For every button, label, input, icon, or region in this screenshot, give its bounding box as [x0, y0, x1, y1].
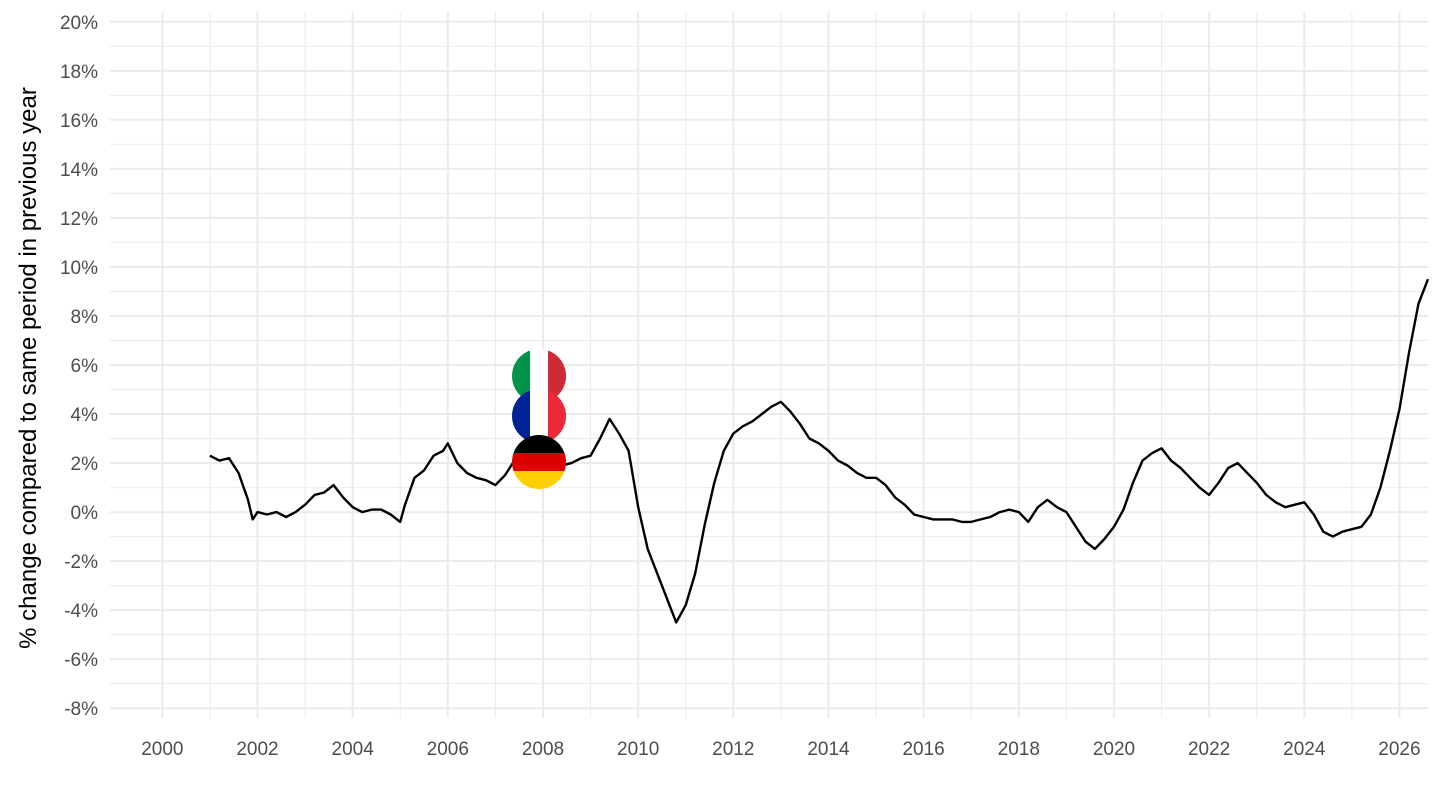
y-tick-label: 18% [60, 62, 98, 83]
y-tick-label: 4% [71, 405, 99, 426]
y-tick-label: 16% [60, 111, 98, 132]
y-tick-label: 2% [71, 454, 99, 475]
y-axis-tick-labels: -8% -6% -4% -2% 0% 2% 4% 6% 8% 10% 12% 14% 16% 18% 20% [60, 13, 98, 720]
x-tick-label: 2004 [332, 739, 375, 760]
x-tick-label: 2020 [1093, 739, 1135, 760]
x-tick-label: 2006 [427, 739, 469, 760]
france-flag-icon [512, 389, 566, 443]
y-tick-label: 8% [71, 307, 99, 328]
x-tick-label: 2024 [1283, 739, 1326, 760]
series-line-germany-flag [209, 278, 1430, 624]
y-tick-label: 20% [60, 13, 98, 34]
x-tick-label: 2002 [236, 739, 278, 760]
germany-flag-icon [512, 435, 566, 489]
x-tick-label: 2026 [1378, 739, 1420, 760]
x-tick-label: 2000 [141, 739, 183, 760]
y-tick-label: -4% [64, 601, 98, 622]
y-tick-label: 12% [60, 209, 98, 230]
series-lines [209, 278, 1430, 624]
y-tick-label: -2% [64, 552, 98, 573]
y-tick-label: -6% [64, 650, 98, 671]
flag-legend [512, 349, 566, 489]
grid-lines [110, 12, 1428, 718]
x-axis-tick-labels: 2000 2002 2004 2006 2008 2010 2012 2014 2016 2018… [141, 739, 1420, 760]
y-tick-label: 10% [60, 258, 98, 279]
y-tick-label: 14% [60, 160, 98, 181]
x-tick-label: 2014 [807, 739, 850, 760]
x-tick-label: 2018 [998, 739, 1040, 760]
y-tick-label: -8% [64, 699, 98, 720]
x-tick-label: 2016 [902, 739, 944, 760]
x-tick-label: 2010 [617, 739, 659, 760]
y-axis-title: % change compared to same period in prev… [15, 87, 42, 649]
x-tick-label: 2022 [1188, 739, 1230, 760]
y-tick-label: 0% [71, 503, 99, 524]
y-tick-label: 6% [71, 356, 99, 377]
x-tick-label: 2008 [522, 739, 564, 760]
x-tick-label: 2012 [712, 739, 754, 760]
